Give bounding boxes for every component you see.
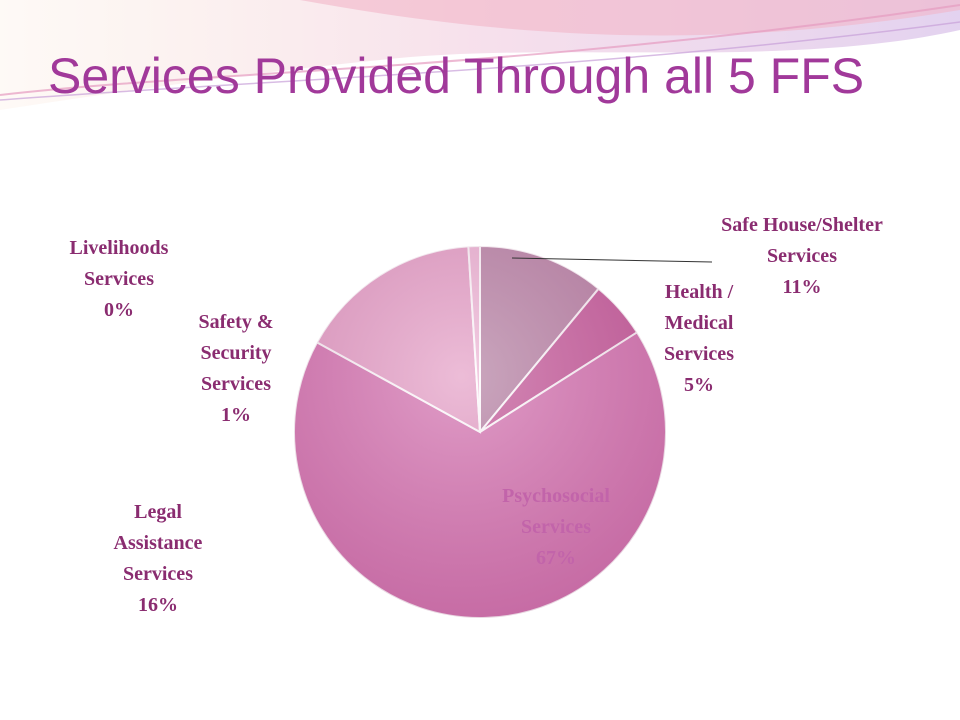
value-label: 0% bbox=[104, 299, 134, 321]
category-name: Safety & Security Services bbox=[198, 311, 274, 395]
slice-label: Safety & Security Services 1% bbox=[180, 307, 292, 431]
value-label: 11% bbox=[782, 276, 822, 298]
category-name: Safe House/Shelter Services bbox=[721, 214, 883, 267]
value-label: 5% bbox=[684, 374, 714, 396]
value-label: 16% bbox=[138, 594, 178, 616]
category-name: Livelihoods Services bbox=[69, 237, 169, 290]
slice-label: Health / Medical Services 5% bbox=[645, 277, 753, 401]
chart-title: Services Provided Through all 5 FFS bbox=[48, 48, 865, 104]
category-name: Legal Assistance Services bbox=[113, 501, 203, 585]
category-name: Psychosocial Services bbox=[502, 485, 610, 538]
value-label: 1% bbox=[221, 404, 251, 426]
slice-label: Livelihoods Services 0% bbox=[42, 233, 196, 326]
leader-line bbox=[511, 257, 713, 263]
decoration bbox=[0, 0, 960, 110]
value-label: 67% bbox=[536, 547, 576, 569]
slice-label: Psychosocial Services 67% bbox=[470, 481, 642, 574]
slice-label: Safe House/Shelter Services 11% bbox=[712, 210, 892, 303]
category-name: Health / Medical Services bbox=[664, 281, 734, 365]
slice-label: Legal Assistance Services 16% bbox=[88, 497, 228, 621]
